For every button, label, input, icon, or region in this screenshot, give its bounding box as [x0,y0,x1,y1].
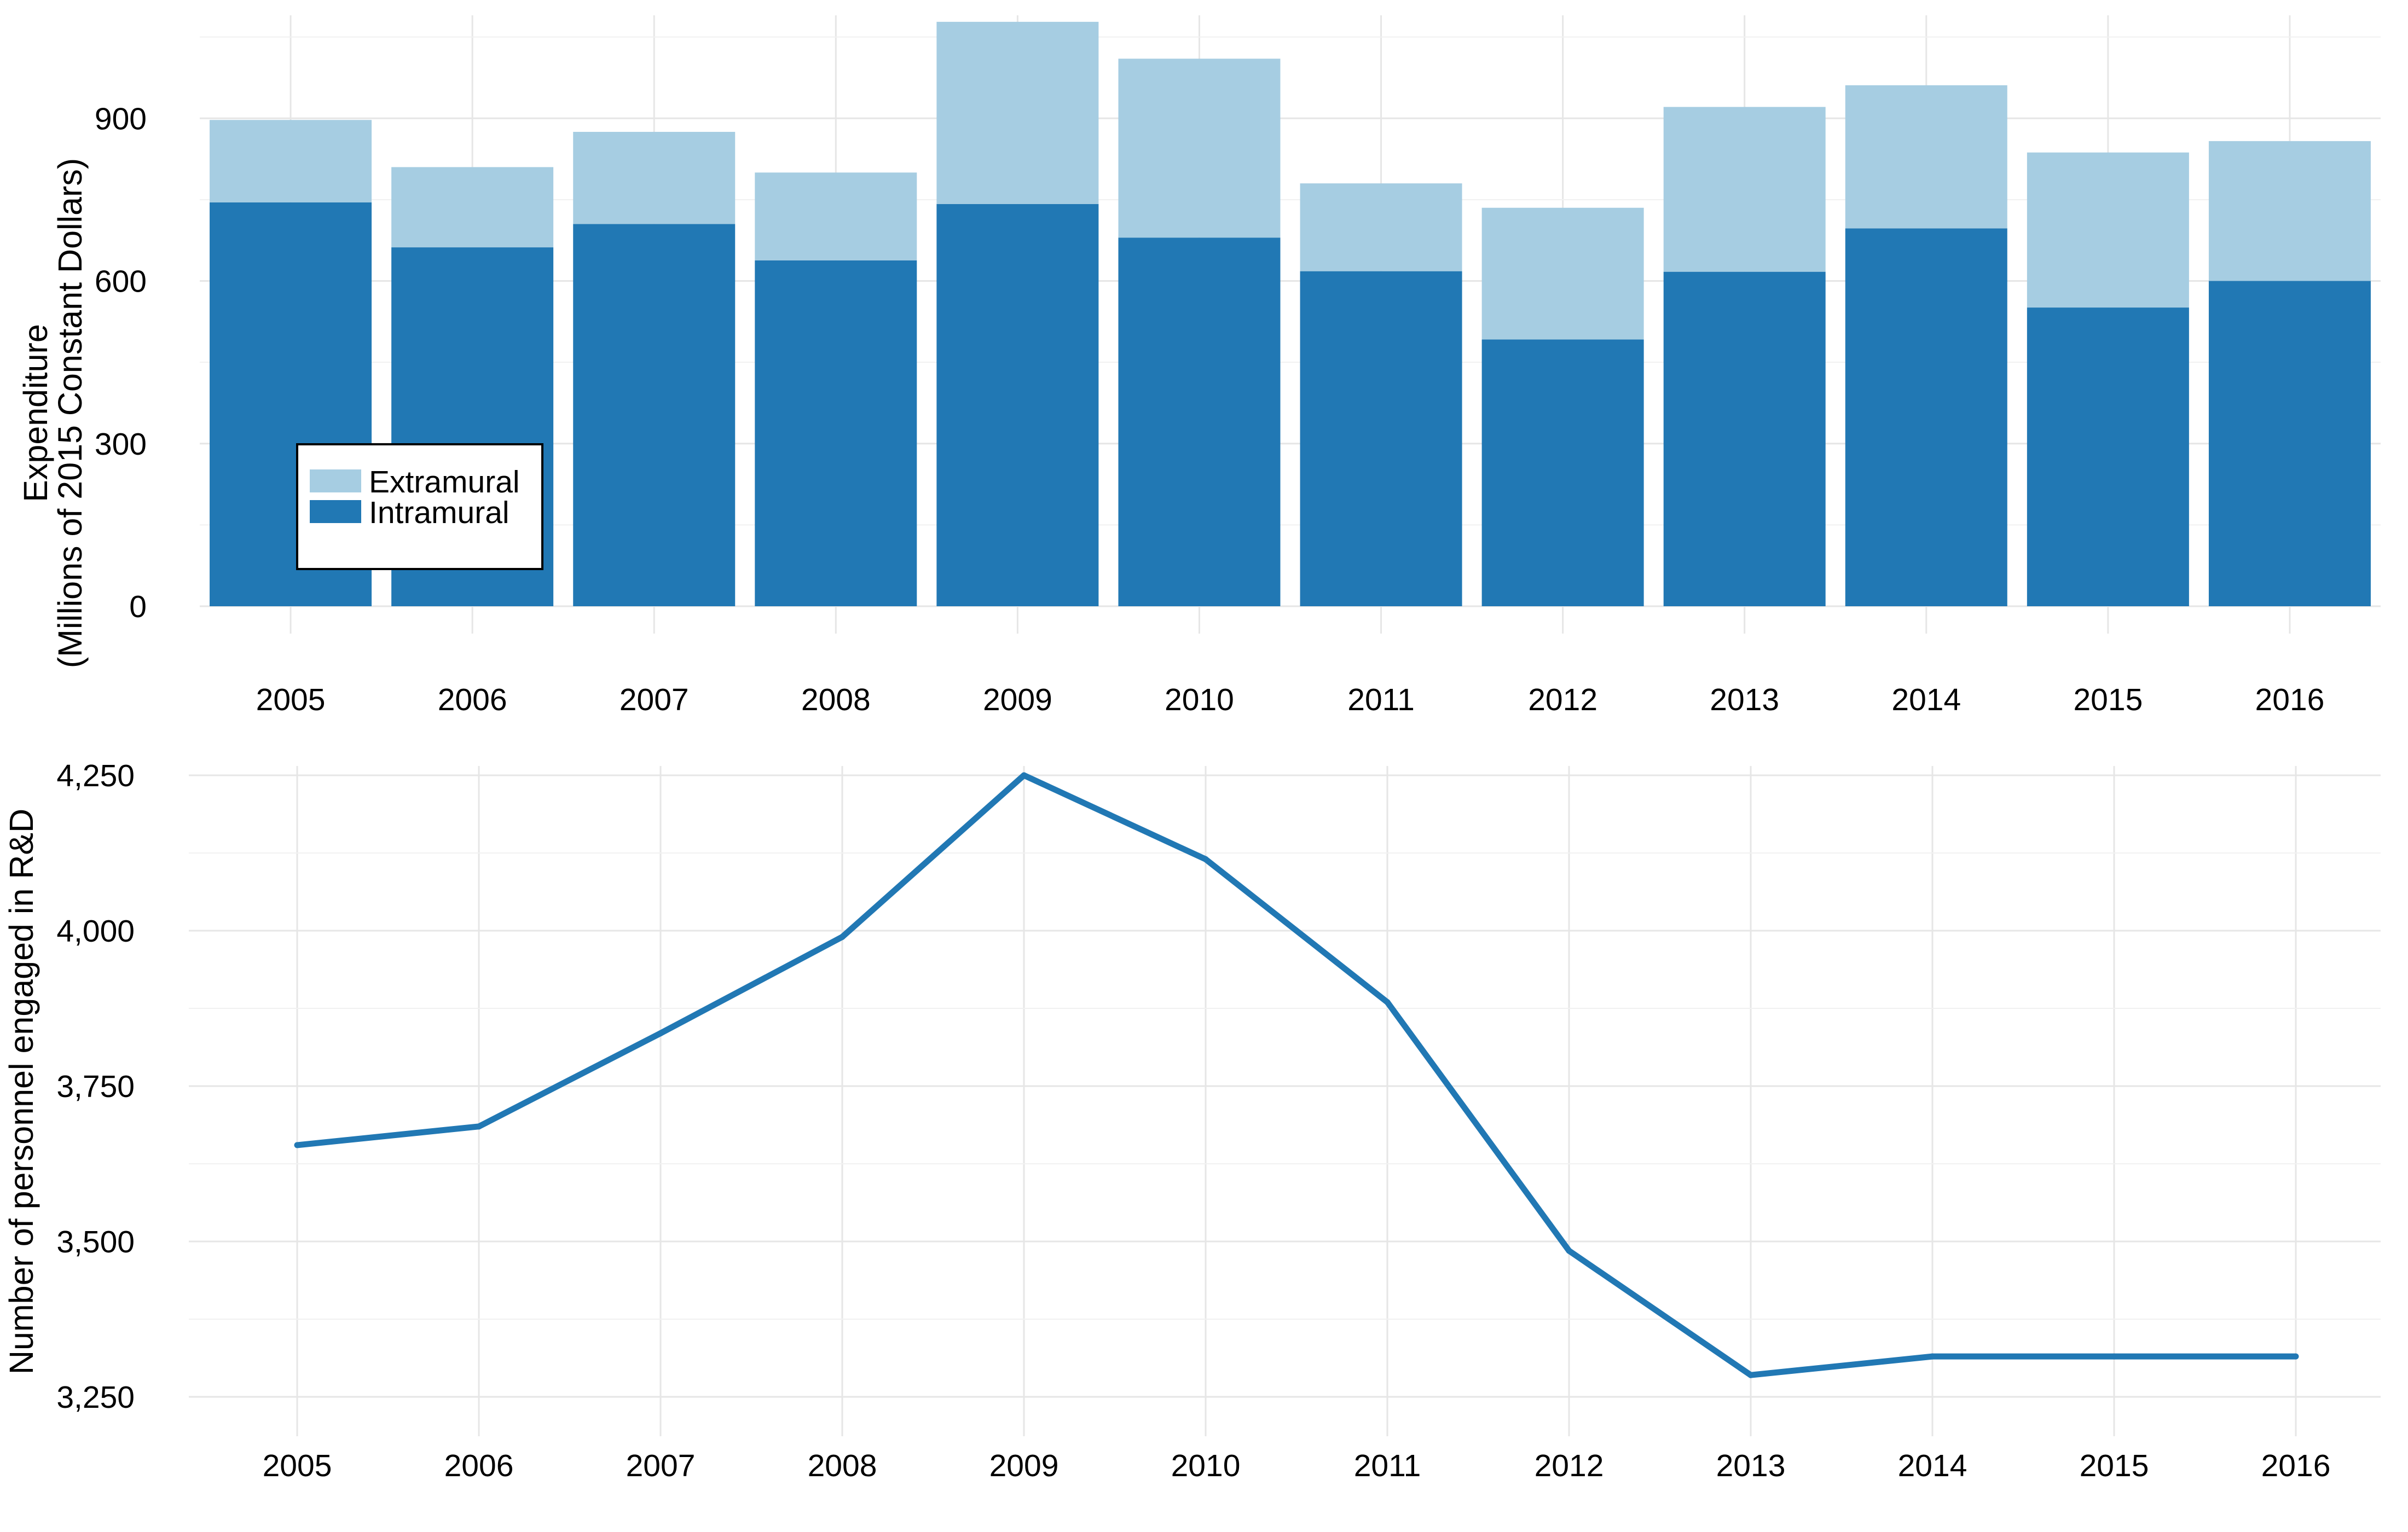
legend-swatch-extramural [310,469,361,492]
x-tick-label: 2012 [1528,682,1597,717]
x-tick-label: 2015 [2073,682,2143,717]
bar-extramural-2006 [391,167,554,248]
personnel-y-axis-title: Number of personnel engaged in R&D [3,809,40,1374]
bar-intramural-2007 [573,224,736,606]
data-point-2012 [1566,1247,1572,1254]
personnel-y-tick-labels: 3,250 3,500 3,750 4,000 4,250 [56,758,135,1415]
x-tick-label: 2007 [626,1448,696,1483]
y-axis-label-line: (Millions of 2015 Constant Dollars) [51,158,89,668]
y-tick-label: 300 [95,427,147,462]
personnel-points [294,772,2299,1378]
personnel-gridlines [189,766,2381,1436]
bar-intramural-2014 [1845,228,2007,606]
x-tick-label: 2011 [1347,682,1415,717]
bar-intramural-2015 [2027,307,2189,606]
bar-extramural-2016 [2208,141,2371,281]
data-point-2014 [1929,1353,1936,1360]
bar-intramural-2008 [755,260,917,606]
x-tick-label: 2013 [1716,1448,1786,1483]
x-tick-label: 2010 [1165,682,1234,717]
x-tick-label: 2006 [444,1448,514,1483]
bar-extramural-2005 [210,120,372,202]
y-tick-label: 4,000 [56,914,135,949]
x-tick-label: 2009 [983,682,1052,717]
bar-extramural-2008 [755,172,917,260]
y-tick-label: 900 [95,101,147,136]
x-tick-label: 2008 [808,1448,877,1483]
personnel-series-line [297,772,2296,1378]
y-axis-label-line: Expenditure [17,324,54,502]
y-tick-label: 3,250 [56,1380,135,1415]
x-tick-label: 2009 [989,1448,1059,1483]
expenditure-y-axis-title: Expenditure(Millions of 2015 Constant Do… [17,158,89,668]
personnel-y-axis-label: Number of personnel engaged in R&D [3,809,40,1374]
x-tick-label: 2010 [1171,1448,1241,1483]
x-tick-label: 2014 [1891,682,1961,717]
expenditure-y-tick-labels: 0 300 600 900 [95,101,147,624]
x-tick-label: 2014 [1898,1448,1967,1483]
bar-extramural-2011 [1300,183,1462,271]
bar-extramural-2013 [1663,107,1826,272]
x-tick-label: 2005 [256,682,326,717]
expenditure-legend: Extramural Intramural [296,443,543,570]
bar-extramural-2007 [573,132,736,224]
bar-intramural-2010 [1118,237,1281,606]
y-tick-label: 0 [129,589,147,624]
legend-label-extramural: Extramural [369,465,520,500]
y-tick-label: 3,750 [56,1069,135,1104]
data-point-2006 [476,1123,482,1130]
data-point-2005 [294,1142,300,1148]
data-point-2015 [2111,1353,2117,1360]
x-tick-label: 2008 [801,682,871,717]
data-point-2016 [2293,1353,2299,1360]
expenditure-x-tick-labels: 2005 2006 2007 2008 2009 2010 2011 2012 2013 2014… [256,682,2325,717]
legend-label-intramural: Intramural [369,495,510,530]
bar-intramural-2016 [2208,281,2371,606]
x-tick-label: 2016 [2261,1448,2331,1483]
bar-intramural-2011 [1300,271,1462,606]
x-tick-label: 2015 [2080,1448,2149,1483]
data-point-2007 [657,1030,664,1036]
y-tick-label: 600 [95,264,147,299]
expenditure-y-axis-label: Expenditure(Millions of 2015 Constant Do… [17,158,89,668]
bar-intramural-2012 [1481,339,1644,606]
data-point-2009 [1021,772,1027,779]
x-tick-label: 2012 [1535,1448,1604,1483]
x-tick-label: 2016 [2255,682,2325,717]
bar-extramural-2010 [1118,59,1281,238]
bar-extramural-2012 [1481,207,1644,340]
y-tick-label: 3,500 [56,1225,135,1260]
legend-swatch-intramural [310,500,361,523]
data-point-2011 [1384,999,1391,1006]
bar-extramural-2009 [936,21,1099,204]
x-tick-label: 2013 [1710,682,1779,717]
data-point-2010 [1202,856,1209,862]
y-tick-label: 4,250 [56,758,135,793]
x-tick-label: 2011 [1354,1448,1421,1483]
personnel-x-tick-labels: 2005 2006 2007 2008 2009 2010 2011 2012 2013 2014… [263,1448,2331,1483]
bar-intramural-2009 [936,204,1099,606]
data-point-2008 [839,933,846,940]
bar-extramural-2014 [1845,85,2007,229]
x-tick-label: 2007 [620,682,689,717]
x-tick-label: 2006 [438,682,507,717]
bar-intramural-2013 [1663,271,1826,607]
data-point-2013 [1747,1372,1754,1378]
x-tick-label: 2005 [263,1448,332,1483]
bar-extramural-2015 [2027,152,2189,308]
